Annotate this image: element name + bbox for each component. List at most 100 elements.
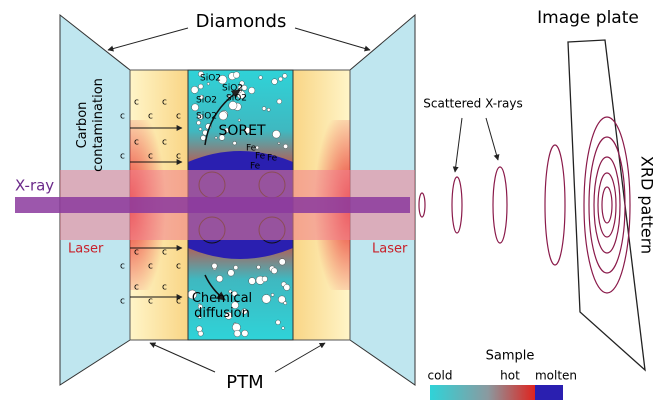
bubble xyxy=(190,86,199,94)
bubble xyxy=(276,98,282,105)
bubble xyxy=(198,83,204,90)
xrd-ring xyxy=(593,156,621,254)
bubble xyxy=(191,103,199,112)
bubble xyxy=(270,293,275,297)
label-line: Chemical xyxy=(192,291,252,306)
arrow xyxy=(204,274,226,301)
bubble xyxy=(206,82,210,86)
bubble xyxy=(218,111,228,121)
bubble xyxy=(275,319,281,325)
contamination-mark: c xyxy=(176,152,181,162)
scatter-ring xyxy=(492,166,508,244)
contamination-mark: c xyxy=(148,262,153,272)
bubble xyxy=(239,80,245,86)
legend-label: molten xyxy=(535,369,577,383)
contamination-mark: c xyxy=(134,98,139,108)
bubble xyxy=(248,87,256,94)
legend-title: Sample xyxy=(486,349,535,364)
bubble xyxy=(272,130,281,139)
legend-molten xyxy=(535,385,563,400)
bubble xyxy=(258,75,263,80)
bubble xyxy=(278,258,286,266)
xrd-rings xyxy=(583,116,631,294)
bubble xyxy=(282,73,288,79)
bubble xyxy=(233,329,241,338)
fe-label: Fe xyxy=(267,154,278,164)
contamination-mark: c xyxy=(134,283,139,293)
label: Image plate xyxy=(537,8,639,28)
bubble xyxy=(261,106,267,111)
arrow xyxy=(107,27,189,52)
bubble xyxy=(233,265,239,270)
legend-label: hot xyxy=(500,369,520,383)
bubble xyxy=(255,145,259,150)
bubble xyxy=(231,290,238,297)
contamination-mark: c xyxy=(148,152,153,162)
bubble xyxy=(278,76,283,82)
scatter-ring xyxy=(418,192,426,218)
label: Laser xyxy=(68,242,104,257)
label: Diamonds xyxy=(196,11,287,32)
xrd-ring xyxy=(601,186,613,224)
contamination-mark: c xyxy=(176,297,181,307)
bubble xyxy=(224,127,230,133)
contamination-mark: c xyxy=(120,112,125,122)
label: X-ray xyxy=(15,177,54,195)
bubble xyxy=(200,135,206,141)
bubble xyxy=(224,311,233,320)
bubble xyxy=(241,329,249,337)
xrd-ring xyxy=(597,172,617,238)
bubble xyxy=(196,325,203,332)
contamination-mark: c xyxy=(120,297,125,307)
bubble xyxy=(261,294,271,304)
xrd-ring xyxy=(588,136,626,274)
label: Scattered X-rays xyxy=(423,97,522,111)
bubble xyxy=(248,277,256,285)
bubble xyxy=(198,71,204,77)
bubble xyxy=(283,301,287,305)
sio2-label: SiO2 xyxy=(200,74,221,84)
bubbles xyxy=(187,71,291,338)
xrd-ring xyxy=(583,116,631,294)
contamination-mark: c xyxy=(162,283,167,293)
bubble xyxy=(241,308,248,315)
label-line: diffusion xyxy=(194,306,250,321)
scatter xyxy=(418,144,566,266)
cell xyxy=(15,13,416,386)
bubble xyxy=(198,127,203,131)
bubble xyxy=(233,71,240,79)
bubble xyxy=(211,262,218,269)
label: SORET xyxy=(218,123,265,139)
arrow xyxy=(204,89,241,146)
bubble xyxy=(266,108,271,112)
label-line: contamination xyxy=(91,78,106,172)
xray-beam xyxy=(15,197,410,213)
scatter-ring xyxy=(544,144,566,266)
contamination-mark: c xyxy=(134,138,139,148)
bubble xyxy=(278,295,286,304)
contamination-mark: c xyxy=(134,248,139,258)
contamination-arrows xyxy=(130,125,183,300)
contamination-mark: c xyxy=(120,262,125,272)
label: Laser xyxy=(372,242,408,257)
bubble xyxy=(283,284,291,291)
bubble xyxy=(271,78,278,85)
arrow xyxy=(485,117,500,161)
bubble xyxy=(231,301,239,309)
contamination-mark: c xyxy=(148,112,153,122)
bubble xyxy=(227,269,235,277)
bubble xyxy=(196,120,201,126)
bubble xyxy=(243,127,251,134)
contamination-mark: c xyxy=(176,262,181,272)
fe-label: Fe xyxy=(250,162,261,172)
label: Carboncontamination xyxy=(75,78,106,172)
bubble xyxy=(197,314,202,319)
contamination-mark: c xyxy=(162,138,167,148)
bubble xyxy=(199,94,204,100)
sio2-label: SiO2 xyxy=(196,112,217,122)
sio2-label: SiO2 xyxy=(196,96,217,106)
bubble xyxy=(256,265,261,270)
bubble xyxy=(281,326,285,330)
bubble xyxy=(197,304,203,310)
